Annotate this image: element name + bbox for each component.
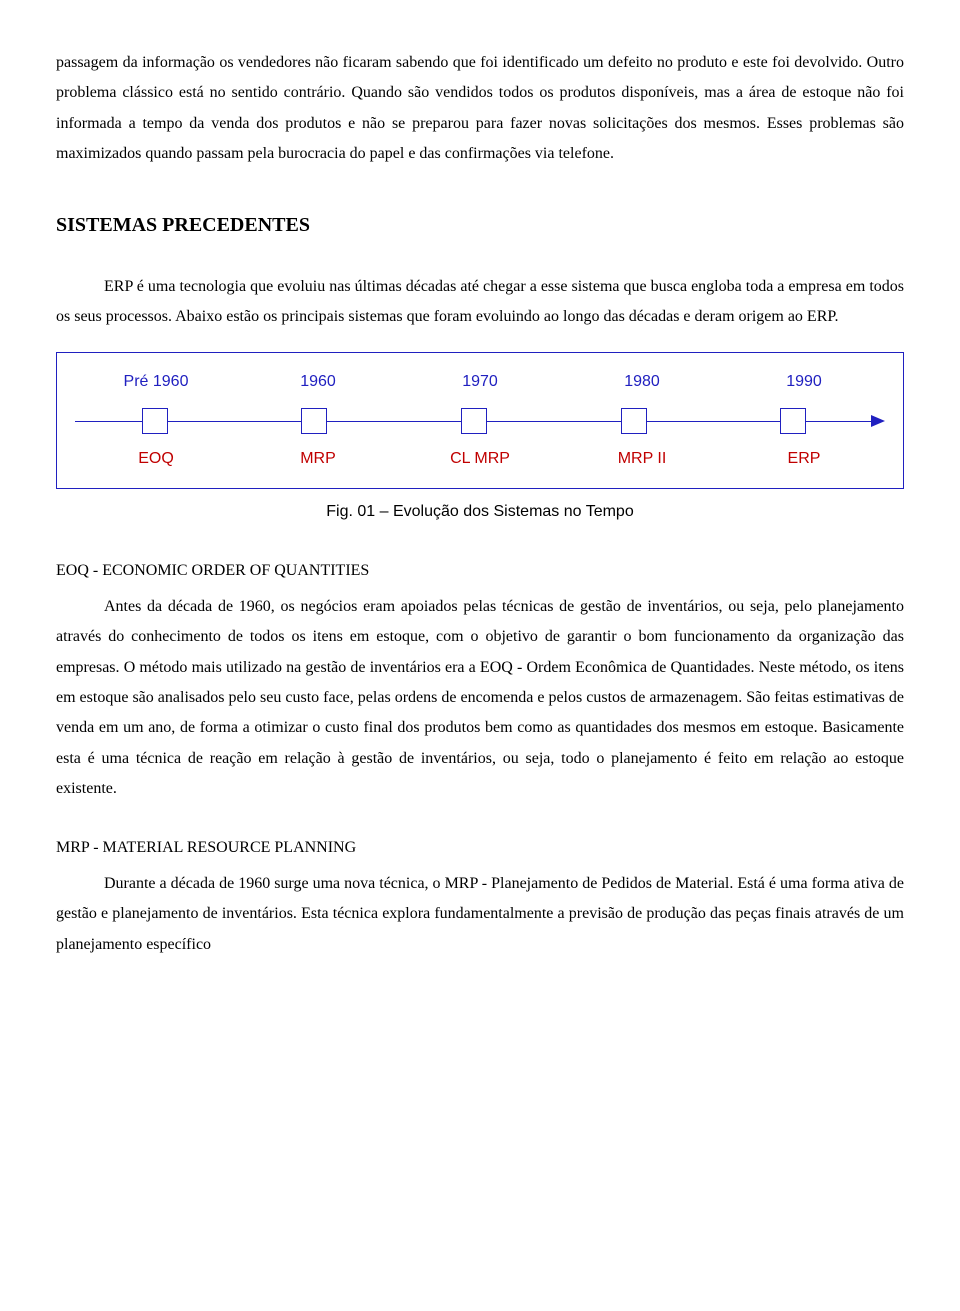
timeline-label: MRP — [237, 444, 399, 474]
timeline-node — [461, 408, 487, 434]
timeline-node — [142, 408, 168, 434]
timeline-arrowhead-icon — [871, 415, 885, 427]
paragraph-erp-intro: ERP é uma tecnologia que evoluiu nas últ… — [56, 272, 904, 333]
timeline-labels-row: EOQ MRP CL MRP MRP II ERP — [75, 444, 885, 474]
subheading-eoq: EOQ - ECONOMIC ORDER OF QUANTITIES — [56, 556, 904, 586]
timeline-label: CL MRP — [399, 444, 561, 474]
timeline-label: MRP II — [561, 444, 723, 474]
timeline-years-row: Pré 1960 1960 1970 1980 1990 — [75, 367, 885, 397]
timeline-year: Pré 1960 — [75, 367, 237, 397]
paragraph-eoq: Antes da década de 1960, os negócios era… — [56, 592, 904, 805]
timeline-nodes — [75, 404, 873, 438]
timeline-diagram: Pré 1960 1960 1970 1980 1990 EOQ MRP CL … — [56, 352, 904, 489]
paragraph-mrp: Durante a década de 1960 surge uma nova … — [56, 869, 904, 960]
timeline-node — [780, 408, 806, 434]
timeline-node — [301, 408, 327, 434]
figure-caption: Fig. 01 – Evolução dos Sistemas no Tempo — [56, 497, 904, 527]
timeline-axis — [75, 404, 885, 438]
timeline-label: EOQ — [75, 444, 237, 474]
paragraph-intro: passagem da informação os vendedores não… — [56, 48, 904, 170]
timeline-node — [621, 408, 647, 434]
timeline-label: ERP — [723, 444, 885, 474]
timeline-year: 1980 — [561, 367, 723, 397]
timeline-year: 1960 — [237, 367, 399, 397]
subheading-mrp: MRP - MATERIAL RESOURCE PLANNING — [56, 833, 904, 863]
timeline-year: 1970 — [399, 367, 561, 397]
heading-sistemas-precedentes: SISTEMAS PRECEDENTES — [56, 206, 904, 244]
timeline-year: 1990 — [723, 367, 885, 397]
